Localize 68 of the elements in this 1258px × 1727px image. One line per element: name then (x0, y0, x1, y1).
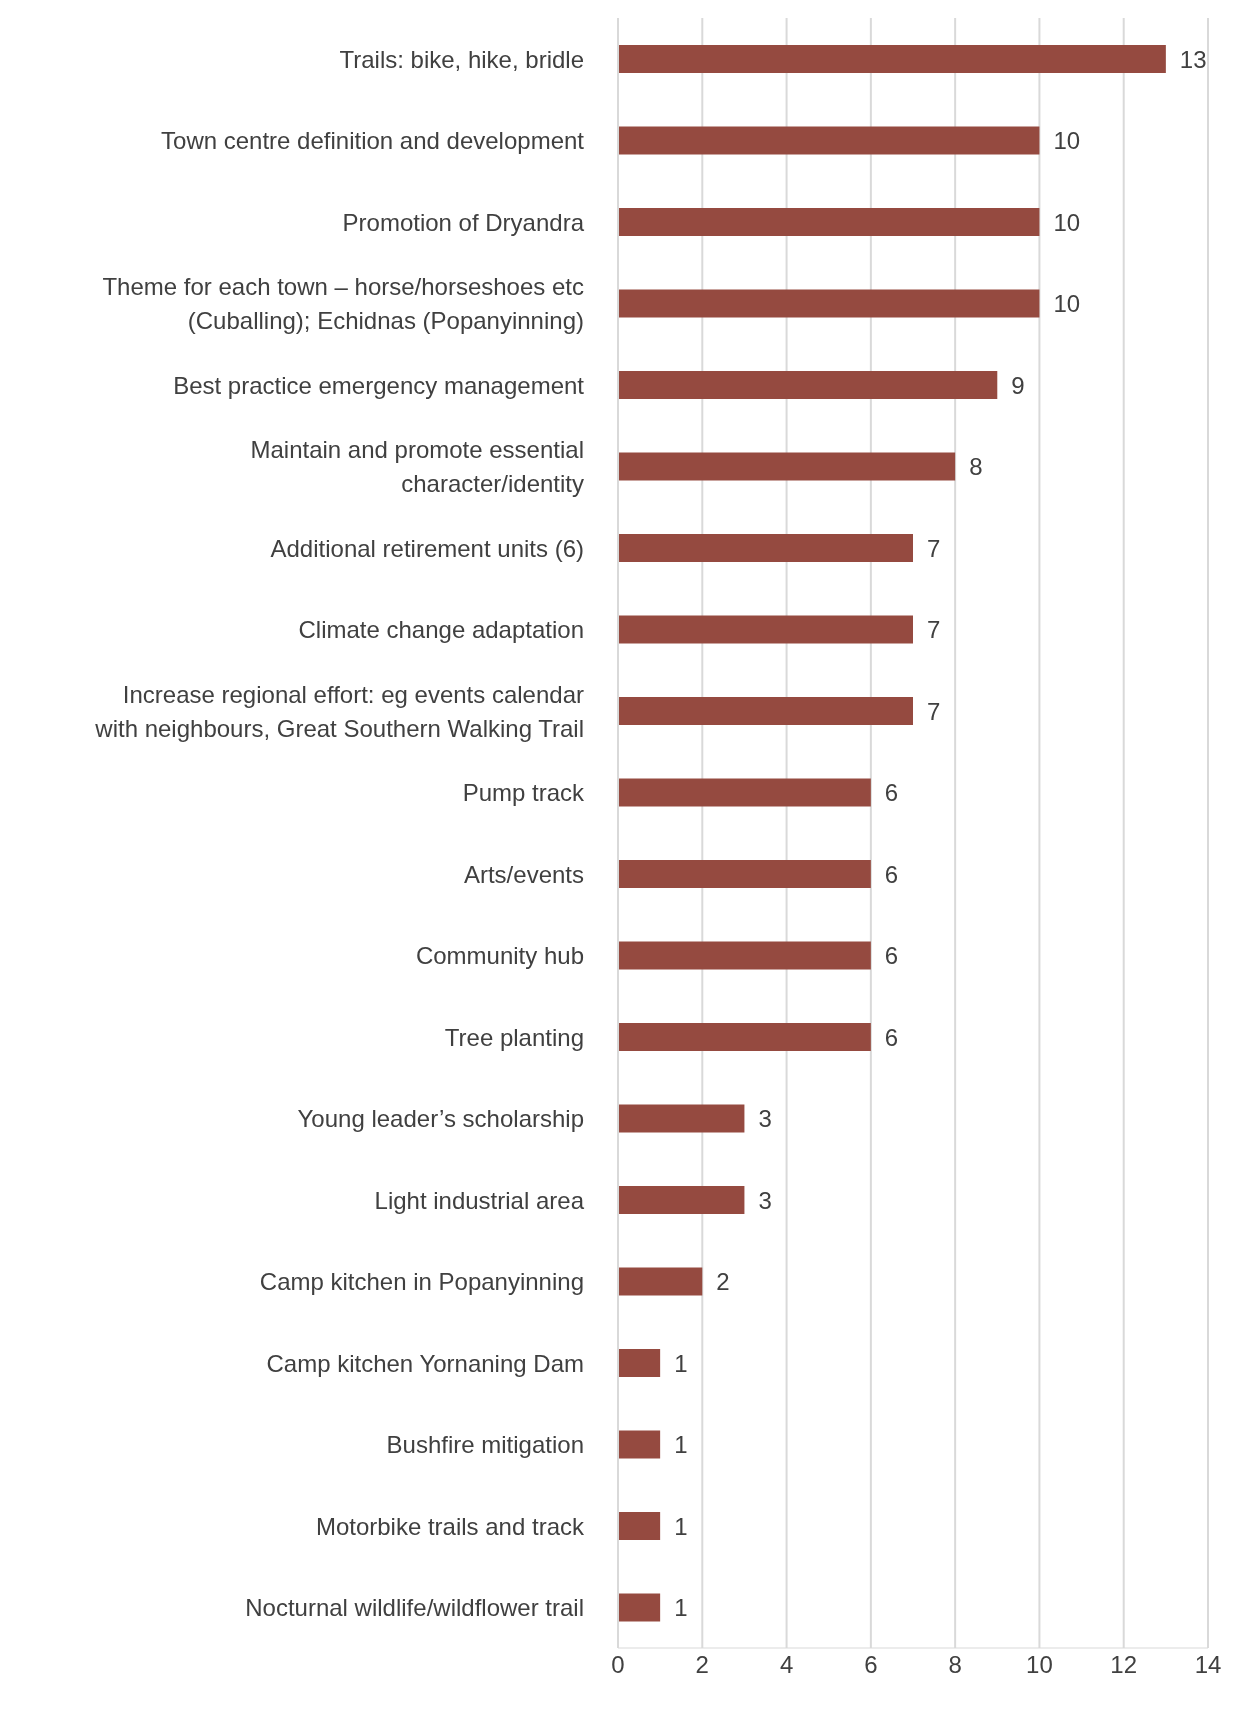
bar (618, 371, 998, 399)
data-label: 9 (1011, 371, 1025, 399)
bar (618, 289, 1040, 318)
bar (618, 1023, 871, 1051)
bar (618, 697, 913, 725)
data-label: 10 (1053, 208, 1081, 236)
y-tick-label: Best practice emergency management (173, 371, 585, 399)
x-tick-label: 2 (695, 1651, 709, 1679)
y-tick-label: Camp kitchen in Popanyinning (259, 1267, 584, 1295)
y-tick-label: Light industrial area (374, 1186, 585, 1214)
bar (618, 208, 1040, 236)
data-label: 6 (884, 1023, 899, 1051)
bar (618, 1593, 661, 1622)
x-tick-label: 0 (611, 1651, 625, 1679)
x-tick-label: 6 (864, 1651, 878, 1679)
x-tick-label: 10 (1026, 1651, 1053, 1679)
bar (618, 1349, 661, 1377)
bar (618, 1104, 745, 1133)
bar (618, 860, 871, 888)
y-tick-label: Pump track (462, 778, 585, 806)
bar (618, 534, 913, 562)
y-tick-label: Arts/events (463, 860, 584, 888)
data-label: 2 (716, 1268, 730, 1296)
bar (618, 941, 871, 970)
bar (618, 45, 1166, 73)
y-tick-label: Tree planting (444, 1023, 584, 1051)
y-tick-label: Camp kitchen Yornaning Dam (266, 1349, 584, 1377)
y-tick-label: Bushfire mitigation (386, 1430, 584, 1458)
y-tick-label: Additional retirement units (6) (270, 534, 584, 562)
data-label: 10 (1053, 127, 1081, 155)
data-label: 6 (884, 860, 899, 888)
data-label: 7 (927, 534, 941, 562)
bar (618, 1430, 661, 1459)
data-label: 8 (969, 453, 983, 481)
data-label: 1 (674, 1431, 688, 1459)
y-tick-label: Promotion of Dryandra (342, 208, 585, 236)
x-tick-label: 12 (1110, 1651, 1138, 1679)
x-tick-label: 4 (779, 1651, 794, 1679)
x-tick-label: 14 (1194, 1651, 1222, 1679)
y-tick-label: Motorbike trails and track (315, 1512, 585, 1540)
y-tick-label: Nocturnal wildlife/wildflower trail (245, 1593, 584, 1621)
data-label: 13 (1179, 45, 1207, 73)
y-tick-label: Community hub (415, 941, 584, 969)
bar (618, 778, 871, 807)
bar (618, 615, 913, 644)
data-label: 1 (674, 1349, 688, 1377)
bar (618, 1267, 703, 1296)
y-tick-label: Increase regional effort: eg events calendar with neighbours, Great Southern Walking Trail (94, 680, 584, 742)
data-label: 6 (884, 942, 899, 970)
bar (618, 452, 956, 481)
x-tick-label: 8 (948, 1651, 962, 1679)
y-tick-label: Climate change adaptation (298, 615, 584, 643)
data-label: 3 (758, 1105, 772, 1133)
data-label: 6 (884, 779, 899, 807)
y-tick-label: Trails: bike, hike, bridle (339, 45, 584, 73)
bar (618, 1512, 661, 1540)
data-label: 7 (927, 616, 941, 644)
data-label: 3 (758, 1186, 772, 1214)
y-tick-label: Theme for each town – horse/horseshoes etc (Cuballing); Echidnas (Popanyinning) (102, 272, 584, 334)
y-tick-label: Maintain and promote essential character/identity (250, 435, 584, 497)
bar (618, 1186, 745, 1214)
data-label: 10 (1053, 290, 1081, 318)
bar (618, 126, 1040, 155)
data-label: 7 (927, 697, 941, 725)
data-label: 1 (674, 1512, 688, 1540)
y-tick-label: Town centre definition and development (161, 126, 585, 154)
data-label: 1 (674, 1594, 688, 1622)
y-tick-label: Young leader’s scholarship (297, 1104, 584, 1132)
